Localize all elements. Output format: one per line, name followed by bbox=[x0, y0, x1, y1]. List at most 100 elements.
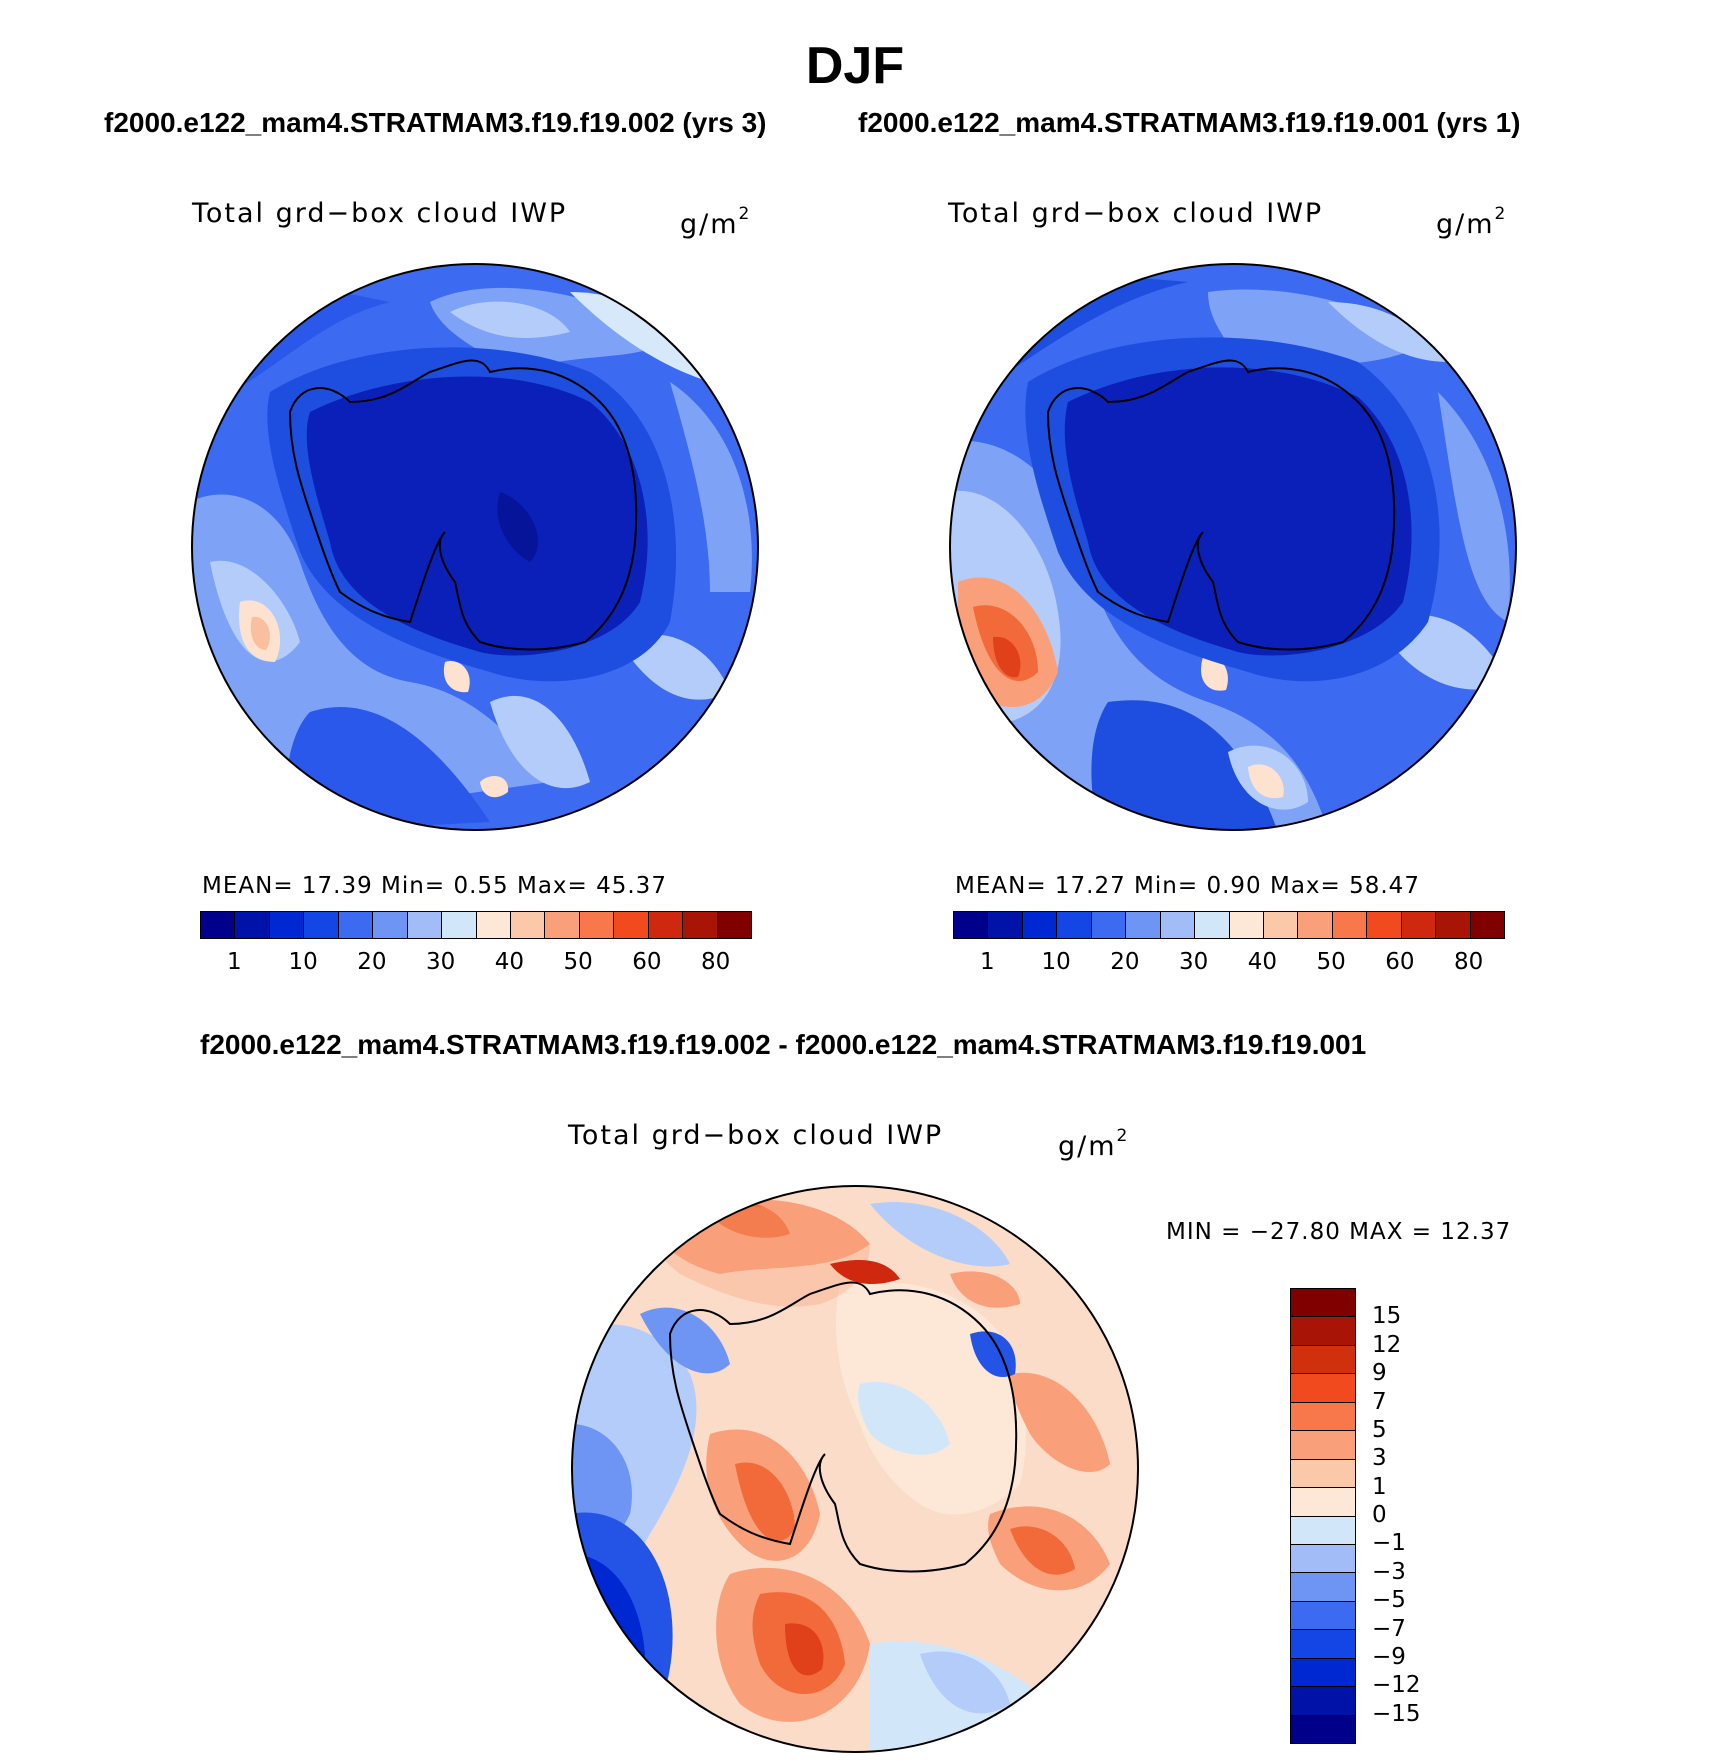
colorbar-tick-label: −15 bbox=[1372, 1700, 1421, 1727]
colorbar-swatch bbox=[1022, 912, 1058, 938]
colorbar-swatch bbox=[1057, 912, 1092, 938]
right-units-label: g/m2 bbox=[1436, 204, 1508, 240]
colorbar-swatch bbox=[1298, 912, 1333, 938]
map-border bbox=[191, 263, 759, 831]
colorbar-swatch bbox=[338, 912, 374, 938]
colorbar-swatch bbox=[1195, 912, 1230, 938]
colorbar-swatch bbox=[1291, 1431, 1355, 1460]
antarctica-coastline bbox=[288, 359, 638, 651]
colorbar-tick-label: 0 bbox=[1372, 1502, 1387, 1528]
left-variable-label: Total grd−box cloud IWP bbox=[192, 198, 568, 229]
colorbar-swatch bbox=[683, 912, 718, 938]
colorbar-swatch bbox=[1332, 912, 1368, 938]
right-colorbar bbox=[953, 911, 1505, 939]
colorbar-swatch bbox=[1291, 1715, 1355, 1743]
colorbar-tick-label: 1 bbox=[980, 949, 995, 975]
colorbar-swatch bbox=[1470, 912, 1504, 938]
colorbar-swatch bbox=[476, 912, 511, 938]
colorbar-tick-label: 60 bbox=[1385, 949, 1415, 975]
colorbar-tick-label: 40 bbox=[1247, 949, 1278, 975]
colorbar-swatch bbox=[1291, 1374, 1355, 1403]
colorbar-tick-label: 15 bbox=[1372, 1303, 1402, 1330]
colorbar-swatch bbox=[304, 912, 339, 938]
colorbar-swatch bbox=[1291, 1459, 1355, 1489]
colorbar-tick-label: 7 bbox=[1372, 1388, 1387, 1415]
colorbar-swatch bbox=[407, 912, 443, 938]
colorbar-swatch bbox=[1291, 1573, 1355, 1602]
colorbar-swatch bbox=[545, 912, 580, 938]
colorbar-swatch bbox=[510, 912, 546, 938]
left-colorbar bbox=[200, 911, 752, 939]
diff-panel-title: f2000.e122_mam4.STRATMAM3.f19.f19.002 - … bbox=[200, 1029, 1367, 1060]
colorbar-swatch bbox=[1291, 1516, 1355, 1545]
colorbar-swatch bbox=[1291, 1345, 1355, 1375]
colorbar-tick-label: −5 bbox=[1372, 1587, 1406, 1614]
colorbar-swatch bbox=[201, 912, 236, 938]
colorbar-swatch bbox=[1263, 912, 1299, 938]
colorbar-tick-label: 10 bbox=[288, 949, 318, 975]
colorbar-tick-label: 9 bbox=[1372, 1360, 1387, 1387]
diff-units-label: g/m2 bbox=[1058, 1126, 1130, 1162]
colorbar-tick-label: 60 bbox=[632, 949, 662, 975]
diff-polar-map bbox=[571, 1185, 1139, 1753]
colorbar-swatch bbox=[1291, 1601, 1355, 1631]
colorbar-swatch bbox=[269, 912, 305, 938]
colorbar-swatch bbox=[442, 912, 477, 938]
diff-colorbar bbox=[1290, 1288, 1356, 1744]
left-stats: MEAN= 17.39 Min= 0.55 Max= 45.37 bbox=[202, 873, 667, 899]
colorbar-tick-label: 1 bbox=[1372, 1473, 1387, 1500]
colorbar-swatch bbox=[648, 912, 684, 938]
colorbar-swatch bbox=[1436, 912, 1471, 938]
map-border bbox=[571, 1185, 1139, 1753]
colorbar-tick-label: 50 bbox=[1316, 949, 1346, 975]
main-title: DJF bbox=[805, 37, 905, 95]
colorbar-swatch bbox=[614, 912, 649, 938]
colorbar-tick-label: 40 bbox=[494, 949, 525, 975]
colorbar-swatch bbox=[1291, 1488, 1355, 1517]
left-panel-title: f2000.e122_mam4.STRATMAM3.f19.f19.002 (y… bbox=[104, 107, 767, 138]
colorbar-swatch bbox=[1160, 912, 1196, 938]
colorbar-tick-label: −1 bbox=[1372, 1530, 1406, 1557]
colorbar-tick-label: 12 bbox=[1372, 1331, 1402, 1358]
colorbar-tick-label: 20 bbox=[1110, 949, 1140, 975]
colorbar-tick-label: −3 bbox=[1372, 1558, 1406, 1585]
colorbar-tick-label: 30 bbox=[1178, 949, 1209, 975]
colorbar-swatch bbox=[1367, 912, 1402, 938]
colorbar-swatch bbox=[235, 912, 270, 938]
right-panel-title: f2000.e122_mam4.STRATMAM3.f19.f19.001 (y… bbox=[858, 107, 1521, 138]
colorbar-swatch bbox=[1091, 912, 1127, 938]
colorbar-swatch bbox=[1401, 912, 1437, 938]
colorbar-tick-label: 10 bbox=[1041, 949, 1071, 975]
colorbar-tick-label: 1 bbox=[227, 949, 242, 975]
colorbar-tick-label: 80 bbox=[1453, 949, 1484, 975]
colorbar-swatch bbox=[1291, 1630, 1355, 1659]
colorbar-tick-label: −9 bbox=[1372, 1643, 1406, 1670]
right-polar-map bbox=[949, 263, 1517, 831]
colorbar-tick-label: −7 bbox=[1372, 1615, 1406, 1642]
colorbar-swatch bbox=[579, 912, 615, 938]
map-border bbox=[949, 263, 1517, 831]
diff-stats: MIN = −27.80 MAX = 12.37 bbox=[1166, 1219, 1512, 1245]
right-variable-label: Total grd−box cloud IWP bbox=[948, 198, 1324, 229]
colorbar-swatch bbox=[717, 912, 751, 938]
colorbar-swatch bbox=[1291, 1544, 1355, 1574]
antarctica-coastline bbox=[668, 1281, 1018, 1573]
right-stats: MEAN= 17.27 Min= 0.90 Max= 58.47 bbox=[955, 873, 1420, 899]
colorbar-swatch bbox=[988, 912, 1023, 938]
colorbar-swatch bbox=[1291, 1317, 1355, 1346]
antarctica-coastline bbox=[1046, 359, 1396, 651]
colorbar-tick-label: 30 bbox=[425, 949, 456, 975]
diff-variable-label: Total grd−box cloud IWP bbox=[568, 1120, 944, 1151]
colorbar-tick-label: −12 bbox=[1372, 1672, 1421, 1699]
colorbar-swatch bbox=[1291, 1402, 1355, 1432]
colorbar-tick-label: 20 bbox=[357, 949, 387, 975]
colorbar-swatch bbox=[373, 912, 408, 938]
colorbar-swatch bbox=[1229, 912, 1264, 938]
left-polar-map bbox=[191, 263, 759, 831]
colorbar-tick-label: 80 bbox=[700, 949, 731, 975]
left-units-label: g/m2 bbox=[680, 204, 752, 240]
colorbar-tick-label: 3 bbox=[1372, 1445, 1387, 1472]
colorbar-swatch bbox=[1291, 1658, 1355, 1688]
colorbar-swatch bbox=[1126, 912, 1161, 938]
colorbar-swatch bbox=[1291, 1289, 1355, 1318]
